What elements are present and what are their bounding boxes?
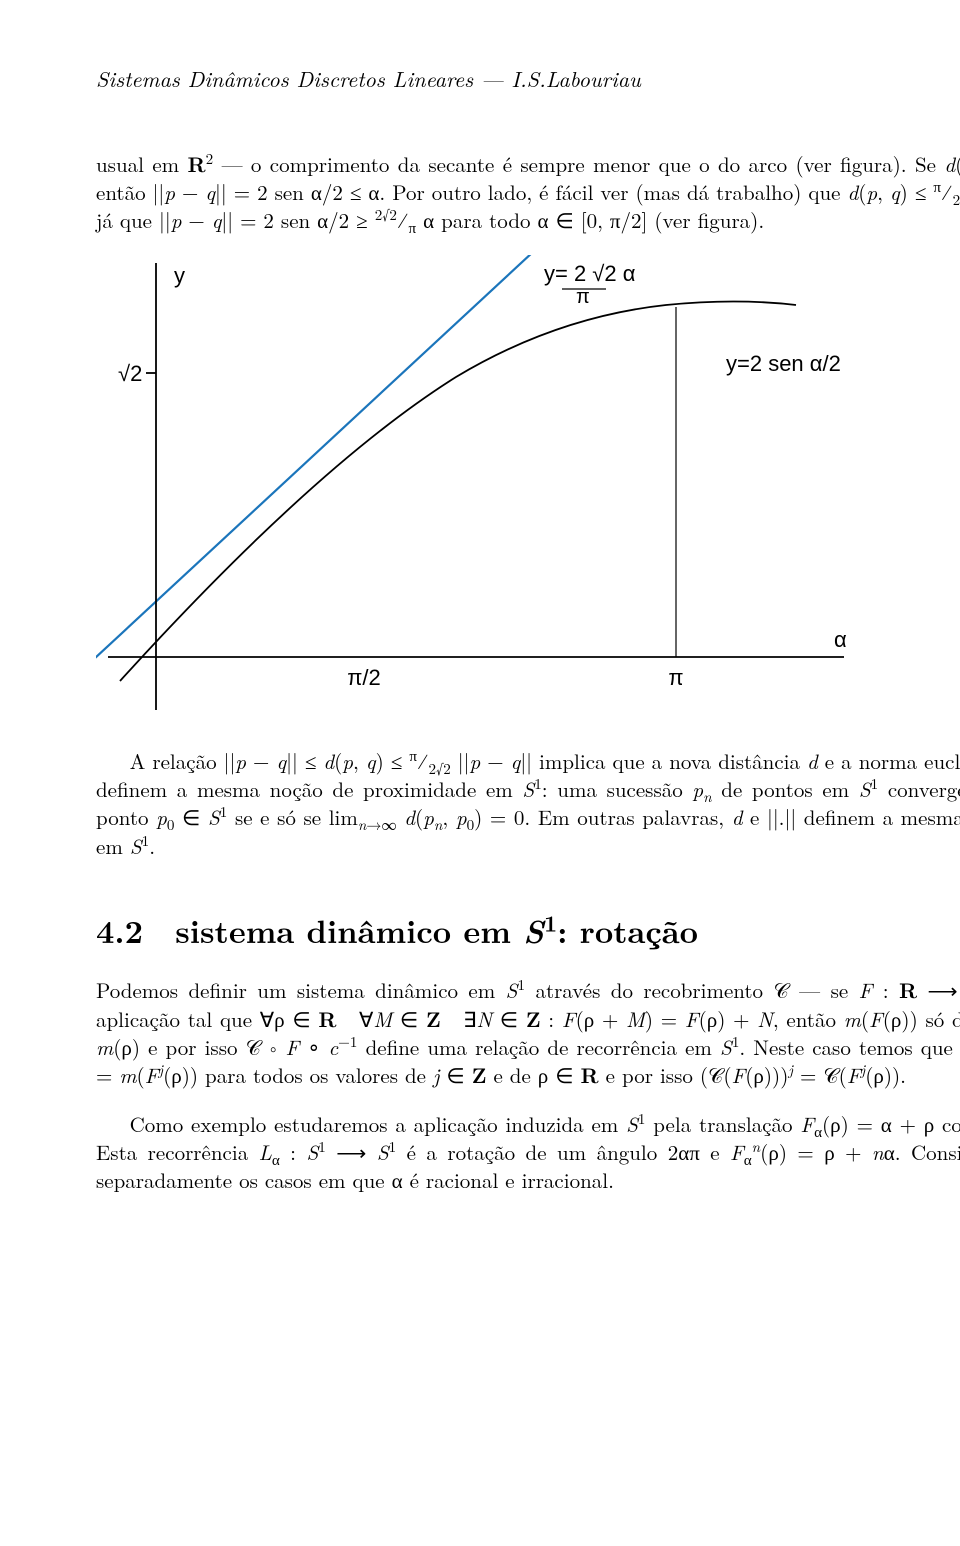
- figure-svg: yy= 2 √2 απy=2 sen α/2√2π/2πα: [96, 255, 856, 715]
- figure-alpha-plot: yy= 2 √2 απy=2 sen α/2√2π/2πα: [96, 255, 960, 715]
- svg-text:y= 2 √2 α: y= 2 √2 α: [544, 261, 636, 286]
- paragraph-relation: A relação ||p − q|| ≤ d(p, q) ≤ π⁄2√2 ||…: [96, 747, 960, 860]
- svg-text:√2: √2: [118, 361, 142, 386]
- svg-text:y: y: [174, 263, 185, 288]
- section-heading: 4.2 sistema dinâmico em S1: rotação: [96, 908, 960, 952]
- running-head: Sistemas Dinâmicos Discretos Lineares — …: [96, 64, 960, 94]
- paragraph-example: Como exemplo estudaremos a aplicação ind…: [96, 1110, 960, 1195]
- section-number: 4.2: [96, 908, 143, 953]
- svg-text:π: π: [576, 286, 590, 308]
- svg-text:α: α: [834, 627, 847, 652]
- svg-text:y=2 sen α/2: y=2 sen α/2: [726, 351, 841, 376]
- paragraph-definition: Podemos definir um sistema dinâmico em S…: [96, 976, 960, 1089]
- running-head-title: Sistemas Dinâmicos Discretos Lineares — …: [96, 64, 641, 94]
- svg-text:π: π: [668, 665, 683, 690]
- paragraph-intro: usual em R2 — o comprimento da secante é…: [96, 150, 960, 235]
- section-title: sistema dinâmico em S1: rotação: [175, 908, 698, 953]
- svg-text:π/2: π/2: [347, 665, 381, 690]
